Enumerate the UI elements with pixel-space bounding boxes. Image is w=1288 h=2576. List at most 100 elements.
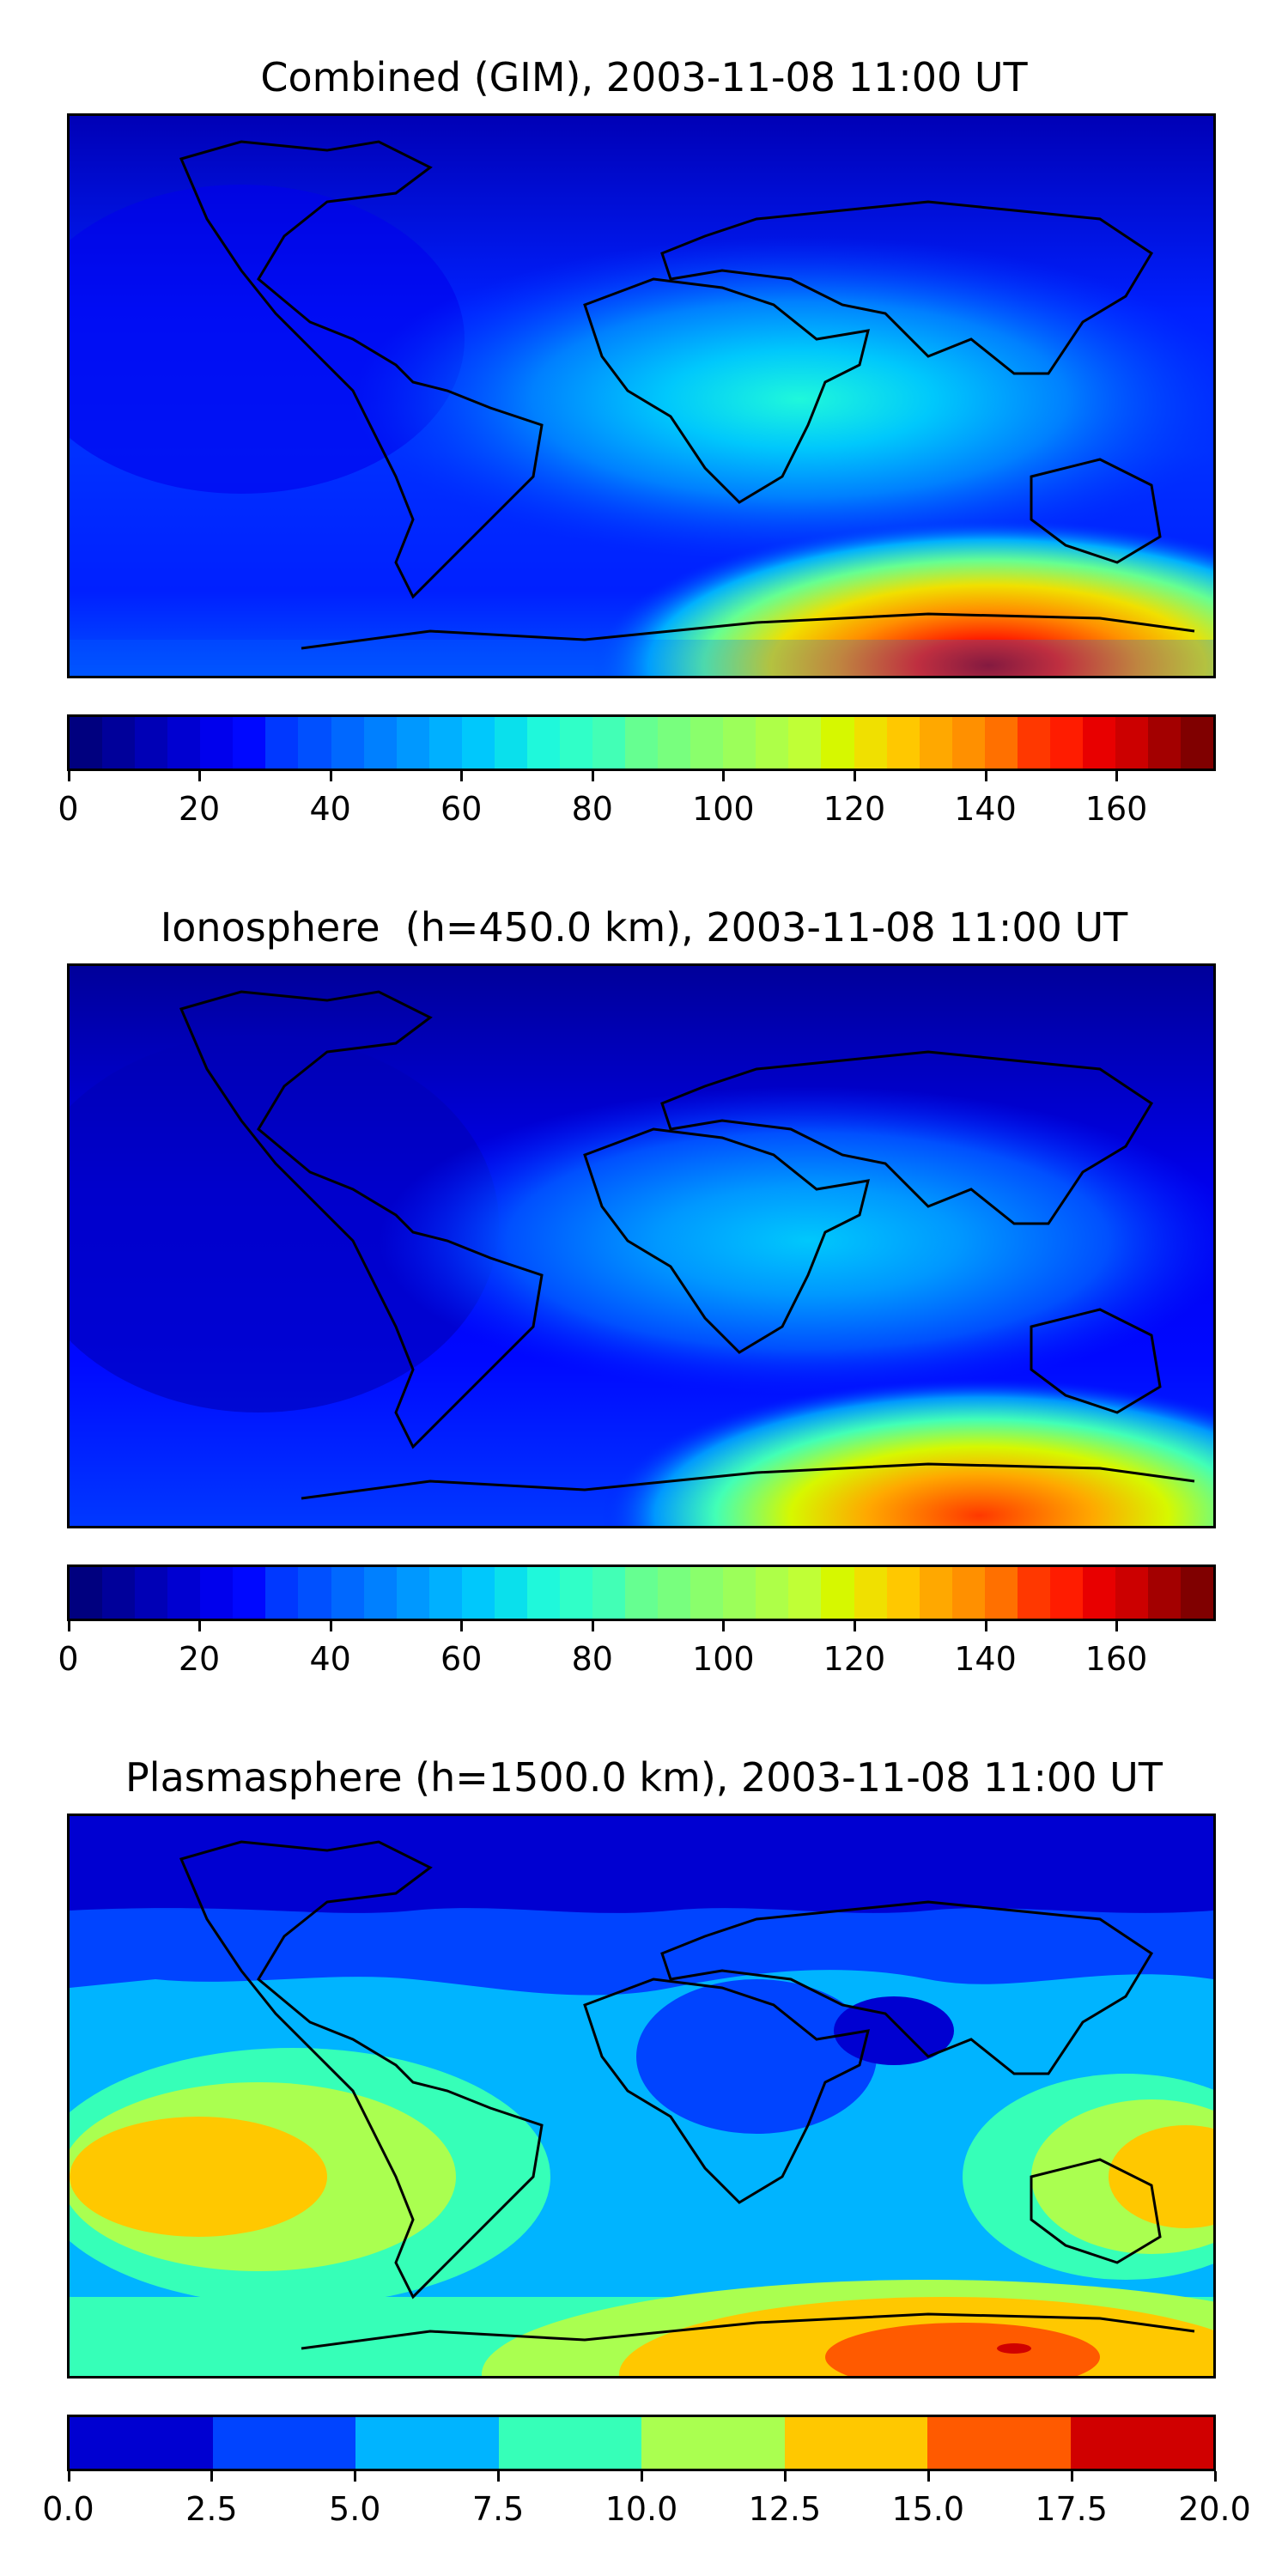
colorbar-ionosphere	[67, 1564, 1216, 1621]
colorbar-segment	[854, 717, 887, 769]
colorbar-tick-label: 40	[309, 790, 351, 828]
colorbar-tick	[460, 771, 464, 781]
colorbar-segment	[526, 1567, 560, 1619]
colorbar-segment	[788, 1567, 822, 1619]
colorbar-tick-label: 60	[440, 1640, 483, 1678]
colorbar-tick-label: 5.0	[329, 2490, 381, 2528]
pacific-level-5	[70, 2117, 327, 2237]
colorbar-tick	[853, 1621, 856, 1631]
colorbar-segment	[331, 1567, 364, 1619]
colorbar-tick-label: 0	[58, 790, 79, 828]
australia-level-5	[1109, 2125, 1213, 2228]
colorbar-segment	[233, 717, 266, 769]
band-level-0-north	[70, 1816, 1213, 1913]
colorbar-tick	[1070, 2471, 1073, 2482]
colorbar-tick	[984, 1621, 987, 1631]
coastlines	[179, 990, 1195, 1500]
colorbar-segment	[298, 1567, 331, 1619]
colorbar-segment	[951, 1567, 985, 1619]
colorbar-tick-label: 15.0	[891, 2490, 965, 2528]
colorbar-segment	[821, 1567, 854, 1619]
colorbar-tick-label: 20	[178, 790, 221, 828]
colorbar-tick-label: 80	[571, 1640, 613, 1678]
colorbar-segment	[1070, 2417, 1213, 2469]
colorbar-segment	[559, 1567, 592, 1619]
colorbar-segment	[1181, 717, 1214, 769]
colorbar-tick	[927, 2471, 930, 2482]
colorbar-segment	[298, 717, 331, 769]
colorbar-tick-label: 160	[1084, 790, 1148, 828]
southern-polar-maximum	[593, 519, 1213, 676]
colorbar-segment	[1115, 717, 1149, 769]
colorbar-tick	[641, 2471, 643, 2482]
colorbar-tick-label: 160	[1084, 1640, 1148, 1678]
colorbar-segment	[102, 717, 136, 769]
colorbar-tick-label: 120	[823, 790, 886, 828]
colorbar-segment	[135, 1567, 168, 1619]
colorbar-segment	[461, 1567, 495, 1619]
colorbar-segment	[658, 717, 691, 769]
colorbar-tick-label: 0	[58, 1640, 79, 1678]
colorbar-segment	[690, 1567, 724, 1619]
colorbar-segment	[265, 1567, 299, 1619]
colorbar-tick-label: 40	[309, 1640, 351, 1678]
colorbar-segment	[396, 1567, 429, 1619]
colorbar-segment	[641, 2417, 785, 2469]
equatorial-crest-region	[353, 236, 1213, 562]
colorbar-segment	[428, 717, 462, 769]
colorbar-segment	[723, 717, 756, 769]
colorbar-segment	[723, 1567, 756, 1619]
colorbar-segment	[70, 717, 103, 769]
coastlines	[179, 1840, 1195, 2350]
colorbar-tick	[591, 771, 594, 781]
colorbar-segment	[756, 1567, 789, 1619]
colorbar-segment	[331, 717, 364, 769]
colorbar-tick-label: 0.0	[42, 2490, 94, 2528]
colorbar-segment	[559, 717, 592, 769]
chart-title-combined: Combined (GIM), 2003-11-08 11:00 UT	[260, 54, 1028, 100]
colorbar-segment	[886, 1567, 920, 1619]
colorbar-segment	[200, 1567, 234, 1619]
colorbar-segment	[951, 717, 985, 769]
colorbar-segment	[1082, 717, 1115, 769]
colorbar-segment	[461, 717, 495, 769]
colorbar-segment	[886, 717, 920, 769]
colorbar-tick	[853, 771, 856, 781]
map-panel-combined	[67, 113, 1216, 678]
colorbar-segment	[135, 717, 168, 769]
colorbar-segment	[1017, 717, 1050, 769]
colorbar-segment	[233, 1567, 266, 1619]
colorbar-ticks-ionosphere: 0 20 40 60 80 100 120 140 160	[58, 1621, 1216, 1681]
colorbar-combined	[67, 714, 1216, 771]
colorbar-tick	[354, 2471, 357, 2482]
colorbar-tick	[1115, 771, 1119, 781]
colorbar-segment	[1049, 717, 1083, 769]
colorbar-segment	[363, 717, 397, 769]
colorbar-tick	[722, 1621, 726, 1631]
colorbar-segment	[821, 717, 854, 769]
coastlines	[179, 140, 1195, 650]
colorbar-tick	[1115, 1621, 1119, 1631]
colorbar-segment	[984, 1567, 1018, 1619]
colorbar-tick-label: 100	[692, 790, 755, 828]
colorbar-tick	[67, 2471, 70, 2482]
colorbar-segment	[167, 1567, 201, 1619]
colorbar-segment	[658, 1567, 691, 1619]
colorbar-tick-label: 20.0	[1178, 2490, 1251, 2528]
colorbar-tick	[67, 1621, 70, 1631]
colorbar-tick-label: 12.5	[748, 2490, 822, 2528]
colorbar-segment	[625, 1567, 659, 1619]
colorbar-ticks-plasmasphere: 0.0 2.5 5.0 7.5 10.0 12.5 15.0 17.5 20.0	[42, 2471, 1251, 2531]
colorbar-segment	[919, 717, 952, 769]
chart-title-ionosphere: Ionosphere (h=450.0 km), 2003-11-08 11:0…	[160, 904, 1128, 951]
colorbar-tick-label: 20	[178, 1640, 221, 1678]
colorbar-segment	[788, 717, 822, 769]
colorbar-segment	[984, 717, 1018, 769]
colorbar-segment	[919, 1567, 952, 1619]
colorbar-tick-label: 80	[571, 790, 613, 828]
colorbar-segment	[1181, 1567, 1214, 1619]
colorbar-segment	[1017, 1567, 1050, 1619]
map-panel-plasmasphere	[67, 1814, 1216, 2379]
colorbar-segment	[494, 717, 527, 769]
southern-polar-maximum	[997, 2343, 1031, 2354]
